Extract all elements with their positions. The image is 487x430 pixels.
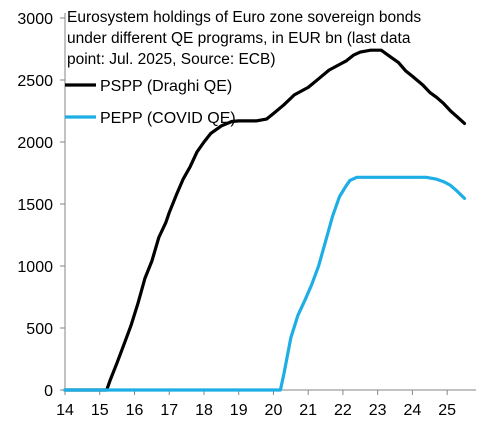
x-tick-label: 19 [230,402,248,419]
x-tick-label: 21 [299,402,317,419]
y-tick-label: 3000 [17,11,53,28]
x-tick-label: 16 [126,402,144,419]
x-tick-label: 25 [438,402,456,419]
series-line-pspp [63,48,467,392]
legend-label-pepp: PEPP (COVID QE) [100,110,236,127]
y-tick-label: 2500 [17,73,53,90]
y-tick-label: 2000 [17,135,53,152]
x-tick-label: 24 [404,402,422,419]
x-tick-label: 15 [91,402,109,419]
y-tick-label: 500 [26,321,53,338]
x-tick-label: 18 [195,402,213,419]
x-tick-label: 20 [265,402,283,419]
legend: PSPP (Draghi QE) PEPP (COVID QE) [65,78,236,127]
y-tick-label: 1000 [17,259,53,276]
x-tick-label: 22 [334,402,352,419]
chart-title-line: Eurosystem holdings of Euro zone soverei… [67,9,421,26]
axes: 0 500 1000 1500 2000 2500 3000 14 15 16 17 18 19 20 21… [17,11,476,419]
y-tick-label: 1500 [17,197,53,214]
x-tick-label: 23 [369,402,387,419]
chart-title-line: under different QE programs, in EUR bn (… [67,30,411,47]
y-tick-label: 0 [44,383,53,400]
chart-title: Eurosystem holdings of Euro zone soverei… [67,9,421,68]
x-tick-label: 17 [160,402,178,419]
series-line-pepp [63,175,467,392]
x-tick-label: 14 [56,402,74,419]
chart-title-line: point: Jul. 2025, Source: ECB) [67,51,276,68]
series-lines [63,48,467,392]
legend-label-pspp: PSPP (Draghi QE) [100,78,232,95]
